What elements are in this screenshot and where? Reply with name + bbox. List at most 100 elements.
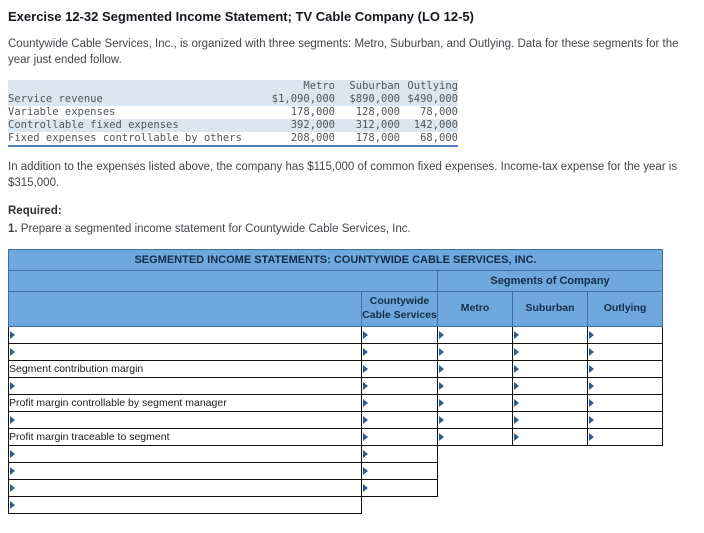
worksheet-input-cell[interactable] bbox=[586, 427, 664, 446]
worksheet-input-cell[interactable] bbox=[437, 342, 513, 361]
worksheet-input-cell[interactable] bbox=[361, 427, 438, 446]
dropdown-arrow-icon bbox=[10, 500, 15, 509]
dropdown-arrow-icon bbox=[363, 347, 368, 356]
dropdown-arrow-icon bbox=[589, 381, 594, 390]
worksheet-input-cell[interactable] bbox=[437, 427, 513, 446]
dropdown-arrow-icon bbox=[589, 364, 594, 373]
worksheet-input-cell[interactable] bbox=[437, 359, 513, 378]
dropdown-arrow-icon bbox=[589, 330, 594, 339]
worksheet-label-cell[interactable] bbox=[8, 444, 362, 463]
given-value: 208,000 bbox=[290, 132, 335, 144]
given-column-header: Suburban bbox=[349, 80, 400, 92]
dropdown-arrow-icon bbox=[514, 347, 519, 356]
dropdown-arrow-icon bbox=[363, 381, 368, 390]
worksheet-input-cell[interactable] bbox=[586, 410, 664, 429]
dropdown-arrow-icon bbox=[439, 415, 444, 424]
worksheet-input-cell[interactable] bbox=[361, 410, 438, 429]
worksheet-label-text: Profit margin traceable to segment bbox=[9, 430, 170, 443]
worksheet-input-cell[interactable] bbox=[586, 359, 664, 378]
worksheet-label-cell[interactable] bbox=[8, 461, 362, 480]
given-column-header: Metro bbox=[303, 80, 335, 92]
column-header-metro: Metro bbox=[437, 290, 513, 327]
worksheet-row bbox=[8, 478, 663, 497]
given-data-row: Controllable fixed expenses 392,000 312,00… bbox=[8, 119, 458, 132]
dropdown-arrow-icon bbox=[10, 449, 15, 458]
column-header-outlying: Outlying bbox=[586, 290, 664, 327]
worksheet-input-cell[interactable] bbox=[586, 376, 664, 395]
worksheet-row: Segment contribution margin bbox=[8, 359, 664, 378]
worksheet-label-cell[interactable] bbox=[8, 495, 362, 514]
dropdown-arrow-icon bbox=[514, 330, 519, 339]
given-value: 78,000 bbox=[420, 106, 458, 118]
given-data-row: Service revenue $1,090,000 $890,000 $490,00… bbox=[8, 93, 458, 106]
given-data-row: Variable expenses 178,000 128,000 78,000 bbox=[8, 106, 458, 119]
dropdown-arrow-icon bbox=[363, 364, 368, 373]
label-column-header bbox=[8, 290, 362, 327]
worksheet-row bbox=[8, 410, 664, 429]
worksheet-input-cell[interactable] bbox=[512, 427, 588, 446]
worksheet-input-cell[interactable] bbox=[512, 359, 588, 378]
note-paragraph: In addition to the expenses listed above… bbox=[8, 161, 678, 189]
worksheet-input-cell[interactable] bbox=[512, 325, 588, 344]
requirement-1: 1. Prepare a segmented income statement … bbox=[8, 222, 696, 238]
worksheet-row bbox=[8, 444, 663, 463]
worksheet-input-cell[interactable] bbox=[437, 376, 513, 395]
given-header-row: Metro Suburban Outlying bbox=[8, 80, 458, 93]
given-value: 128,000 bbox=[355, 106, 400, 118]
given-value: $1,090,000 bbox=[271, 93, 335, 105]
worksheet-input-cell[interactable] bbox=[361, 393, 438, 412]
dropdown-arrow-icon bbox=[589, 398, 594, 407]
worksheet-label-cell[interactable] bbox=[8, 478, 362, 497]
worksheet-row bbox=[8, 376, 664, 395]
worksheet-input-cell[interactable] bbox=[361, 478, 438, 497]
worksheet-label-cell[interactable] bbox=[8, 342, 362, 361]
given-value: 142,000 bbox=[413, 119, 458, 131]
worksheet-input-cell[interactable] bbox=[512, 410, 588, 429]
worksheet-row bbox=[8, 461, 663, 480]
worksheet-input-cell[interactable] bbox=[361, 444, 438, 463]
worksheet-label-cell: Profit margin traceable to segment bbox=[8, 427, 362, 446]
worksheet-input-cell[interactable] bbox=[512, 342, 588, 361]
given-column-header: Outlying bbox=[407, 80, 458, 92]
given-row-label: Controllable fixed expenses bbox=[8, 119, 179, 131]
segments-of-company-header: Segments of Company bbox=[436, 269, 664, 292]
required-label: Required: bbox=[8, 205, 62, 217]
dropdown-arrow-icon bbox=[10, 483, 15, 492]
worksheet-input-cell[interactable] bbox=[586, 325, 664, 344]
worksheet-input-cell[interactable] bbox=[586, 393, 664, 412]
column-header-countywide: Countywide Cable Services bbox=[361, 290, 438, 327]
worksheet-input-cell[interactable] bbox=[512, 393, 588, 412]
given-value: $490,000 bbox=[407, 93, 458, 105]
worksheet-label-cell[interactable] bbox=[8, 325, 362, 344]
dropdown-arrow-icon bbox=[10, 415, 15, 424]
dropdown-arrow-icon bbox=[363, 398, 368, 407]
segments-header-row: Segments of Company bbox=[8, 269, 664, 292]
worksheet-input-cell[interactable] bbox=[437, 325, 513, 344]
worksheet-label-cell[interactable] bbox=[8, 376, 362, 395]
worksheet-input-cell[interactable] bbox=[586, 342, 664, 361]
worksheet-input-cell[interactable] bbox=[361, 376, 438, 395]
worksheet-input-cell[interactable] bbox=[361, 342, 438, 361]
exercise-title: Exercise 12-32 Segmented Income Statemen… bbox=[8, 9, 474, 24]
worksheet-input-cell[interactable] bbox=[512, 376, 588, 395]
worksheet-label-text: Segment contribution margin bbox=[9, 362, 144, 375]
worksheet-table: SEGMENTED INCOME STATEMENTS: COUNTYWIDE … bbox=[7, 248, 664, 514]
worksheet-input-cell[interactable] bbox=[361, 461, 438, 480]
dropdown-arrow-icon bbox=[514, 381, 519, 390]
dropdown-arrow-icon bbox=[439, 364, 444, 373]
worksheet-input-cell[interactable] bbox=[361, 359, 438, 378]
dropdown-arrow-icon bbox=[514, 415, 519, 424]
dropdown-arrow-icon bbox=[439, 432, 444, 441]
worksheet-input-cell[interactable] bbox=[361, 325, 438, 344]
worksheet-label-cell[interactable] bbox=[8, 410, 362, 429]
dropdown-arrow-icon bbox=[363, 466, 368, 475]
dropdown-arrow-icon bbox=[514, 432, 519, 441]
given-value: 312,000 bbox=[355, 119, 400, 131]
dropdown-arrow-icon bbox=[439, 398, 444, 407]
worksheet-input-cell[interactable] bbox=[437, 393, 513, 412]
worksheet-label-cell: Profit margin controllable by segment ma… bbox=[8, 393, 362, 412]
given-value: $890,000 bbox=[349, 93, 400, 105]
dropdown-arrow-icon bbox=[363, 449, 368, 458]
worksheet-input-cell[interactable] bbox=[437, 410, 513, 429]
